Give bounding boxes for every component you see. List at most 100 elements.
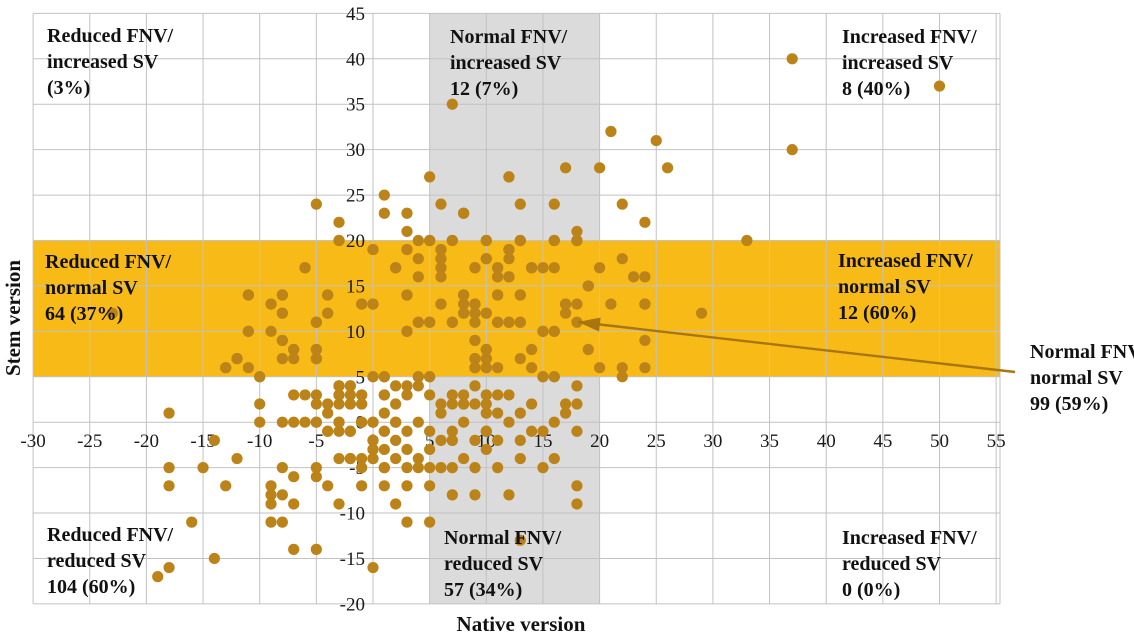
data-points (106, 53, 946, 583)
data-point (310, 343, 322, 356)
data-point (390, 434, 402, 446)
data-point (480, 253, 492, 265)
quadrant-label-increased-fnv-increased-sv: Increased FNV/increased SV 8 (40%) (842, 26, 977, 100)
data-point (560, 162, 572, 174)
data-point (412, 380, 424, 392)
arrowhead-icon (578, 317, 601, 332)
data-point (469, 398, 481, 410)
data-point (616, 371, 628, 383)
data-point (367, 443, 379, 456)
data-point (435, 271, 447, 283)
data-point (571, 380, 583, 392)
data-point (401, 225, 413, 238)
data-point (514, 534, 526, 546)
data-point (661, 162, 674, 174)
data-point (367, 371, 379, 383)
data-point (356, 389, 368, 401)
data-point (378, 425, 390, 437)
data-point (401, 443, 413, 456)
data-point (265, 498, 277, 510)
data-point (458, 289, 470, 301)
data-point (435, 198, 447, 210)
data-point (288, 343, 300, 356)
data-point (322, 407, 334, 419)
data-point (208, 434, 220, 446)
data-point (571, 298, 583, 310)
data-point (378, 462, 390, 474)
data-point (514, 407, 526, 419)
data-point (786, 53, 798, 65)
data-point (435, 434, 447, 446)
data-point (446, 425, 458, 437)
data-point (310, 471, 322, 483)
data-point (401, 389, 413, 401)
data-point (571, 225, 583, 238)
data-point (424, 371, 436, 383)
data-point (276, 307, 288, 319)
data-point (514, 289, 526, 301)
data-point (741, 234, 753, 247)
data-point (627, 271, 640, 283)
data-point (446, 434, 458, 446)
x-tick-label: 15 (533, 431, 552, 452)
quadrant-label-normal-fnv-increased-sv: Normal FNV/increased SV 12 (7%) (450, 26, 568, 100)
data-point (333, 416, 345, 428)
data-point (424, 389, 436, 401)
data-point (446, 462, 458, 474)
x-tick-label: 45 (873, 431, 892, 452)
y-tick-label: 30 (346, 140, 365, 161)
data-point (367, 416, 379, 428)
data-point (344, 380, 356, 392)
data-point (401, 480, 413, 492)
data-point (401, 425, 413, 437)
data-point (322, 289, 334, 301)
data-point (344, 425, 356, 437)
y-tick-label: 20 (346, 231, 365, 252)
data-point (163, 480, 175, 492)
data-point (288, 498, 300, 510)
data-point (492, 262, 504, 274)
data-point (276, 289, 288, 301)
data-point (390, 452, 402, 465)
data-point (367, 243, 379, 256)
data-point (458, 389, 470, 401)
data-point (254, 416, 266, 428)
data-point (186, 516, 198, 528)
data-point (310, 353, 322, 365)
data-point (571, 398, 583, 410)
data-point (390, 262, 402, 274)
data-point (503, 253, 515, 265)
data-point (537, 425, 549, 437)
data-point (412, 452, 424, 465)
data-point (492, 271, 504, 283)
data-point (435, 298, 447, 310)
data-point (367, 298, 379, 310)
data-point (639, 216, 651, 228)
data-point (412, 271, 424, 283)
x-tick-label: 40 (817, 431, 836, 452)
data-point (503, 389, 515, 401)
data-point (378, 189, 390, 201)
data-point (582, 280, 594, 292)
quadrant-bands (33, 13, 1001, 604)
data-point (288, 416, 300, 428)
data-point (424, 516, 436, 528)
data-point (514, 234, 526, 247)
data-point (594, 262, 606, 274)
data-point (548, 452, 560, 465)
data-point (276, 353, 288, 365)
quadrant-label-normal-fnv-reduced-sv: Normal FNV/reduced SV 57 (34%) (444, 527, 562, 601)
data-point (333, 380, 345, 392)
data-point (446, 389, 458, 401)
data-point (492, 389, 504, 401)
data-point (469, 434, 481, 446)
data-point (548, 416, 560, 428)
x-tick-label: 35 (760, 431, 779, 452)
data-point (367, 452, 379, 465)
data-point (480, 425, 492, 437)
data-point (458, 416, 470, 428)
data-point (469, 298, 481, 310)
data-point (163, 561, 175, 574)
data-point (933, 80, 946, 92)
